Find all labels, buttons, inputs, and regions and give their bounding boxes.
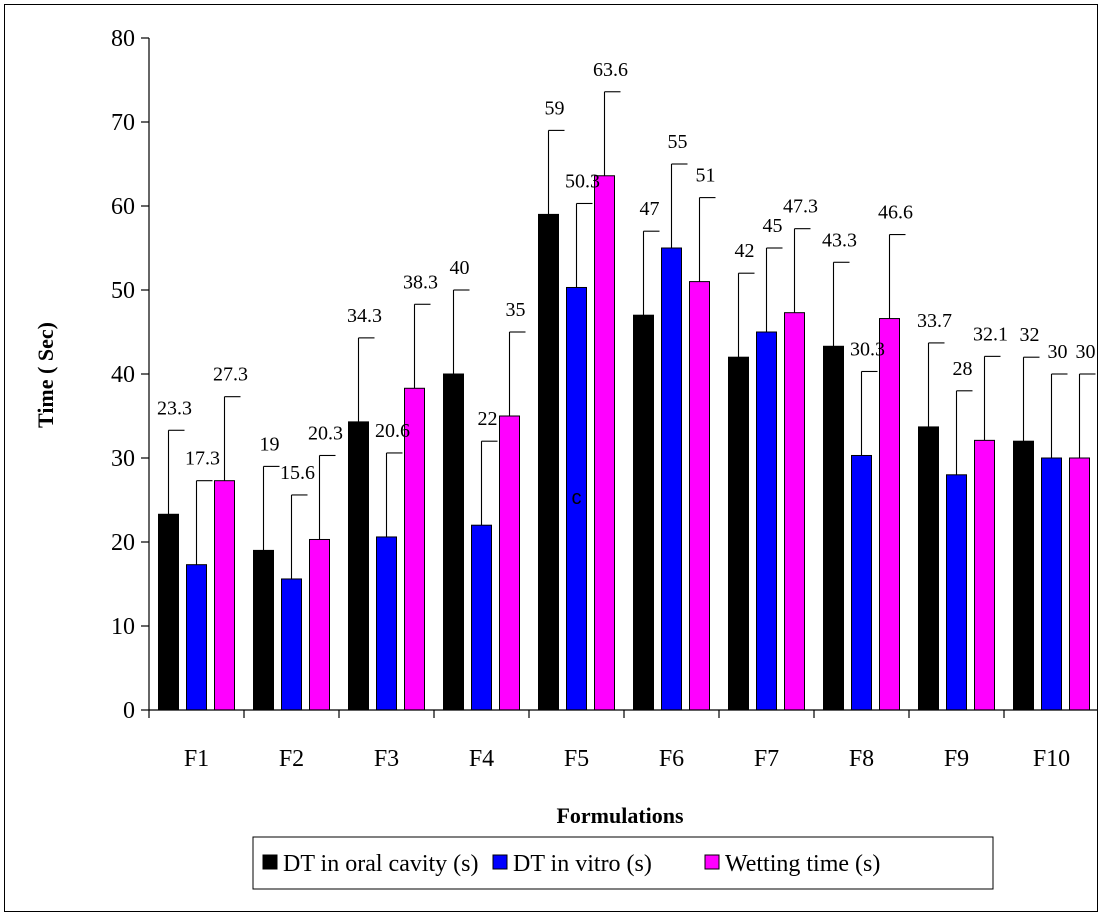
bar-f6-series-3 bbox=[689, 281, 710, 711]
x-tick-label: F1 bbox=[184, 746, 209, 772]
bar-f1-series-1 bbox=[158, 513, 179, 711]
bar-f6-series-2 bbox=[661, 247, 682, 711]
x-tick-label: F8 bbox=[849, 746, 874, 772]
x-tick-label: F3 bbox=[374, 746, 399, 772]
bar-f4-series-2 bbox=[471, 524, 492, 711]
bars bbox=[158, 175, 1090, 711]
bar-f2-series-1 bbox=[253, 549, 274, 711]
bar-f5-series-1 bbox=[538, 213, 559, 711]
data-label: 50.3 bbox=[565, 170, 600, 192]
bar-f4-series-3 bbox=[499, 415, 520, 711]
y-tick-label: 20 bbox=[111, 530, 135, 556]
data-label: 30.3 bbox=[850, 338, 885, 360]
legend-label-3: Wetting time (s) bbox=[725, 851, 880, 877]
data-label: 35 bbox=[506, 299, 526, 321]
x-axis-ticks: F1 F2 F3 F4 F5 F6 F7 F8 F9 F10 bbox=[148, 710, 1070, 772]
x-axis-title: Formulations bbox=[556, 803, 684, 828]
x-tick-label: F4 bbox=[469, 746, 494, 772]
bar-f9-series-2 bbox=[946, 474, 967, 711]
data-label: 32 bbox=[1020, 324, 1040, 346]
data-label: 45 bbox=[763, 215, 783, 237]
error-bars bbox=[167, 91, 1096, 579]
chart-frame: 0 10 20 30 40 50 60 70 80 23.3 17.3 27.3 19 15.6 20.3… bbox=[4, 4, 1098, 912]
y-tick-label: 30 bbox=[111, 446, 135, 472]
legend-box bbox=[252, 836, 994, 890]
data-label: 33.7 bbox=[917, 310, 952, 332]
y-tick-label: 80 bbox=[111, 26, 135, 52]
data-label: 40 bbox=[450, 257, 470, 279]
data-label: 55 bbox=[668, 131, 688, 153]
data-label: 30 bbox=[1076, 341, 1096, 363]
data-label: 59 bbox=[545, 97, 565, 119]
x-tick-label: F9 bbox=[944, 746, 969, 772]
y-tick-label: 10 bbox=[111, 614, 135, 640]
data-label: 43.3 bbox=[822, 229, 857, 251]
bar-f3-series-1 bbox=[348, 421, 369, 711]
y-axis-title: Time ( Sec) bbox=[33, 322, 58, 428]
data-label: 17.3 bbox=[185, 448, 220, 470]
data-label: 19 bbox=[260, 433, 280, 455]
data-label: 20.3 bbox=[308, 422, 343, 444]
data-label: 47.3 bbox=[783, 196, 818, 218]
bar-f10-series-1 bbox=[1013, 440, 1034, 711]
data-label: 51 bbox=[696, 165, 716, 187]
legend-swatch-2 bbox=[492, 854, 508, 870]
data-label: 38.3 bbox=[403, 271, 438, 293]
data-label: 23.3 bbox=[157, 397, 192, 419]
bar-f6-series-1 bbox=[633, 314, 654, 711]
y-tick-label: 50 bbox=[111, 278, 135, 304]
legend: DT in oral cavity (s) DT in vitro (s) Wett… bbox=[252, 836, 994, 890]
bar-f8-series-2 bbox=[851, 454, 872, 711]
data-label: 46.6 bbox=[878, 202, 913, 224]
x-tick-label: F2 bbox=[279, 746, 304, 772]
data-label: 63.6 bbox=[593, 59, 628, 81]
data-label: 30 bbox=[1048, 341, 1068, 363]
bar-f2-series-2 bbox=[281, 578, 302, 711]
bar-f9-series-3 bbox=[974, 439, 995, 711]
data-label: 22 bbox=[478, 408, 498, 430]
legend-swatch-3 bbox=[704, 854, 720, 870]
bar-f2-series-3 bbox=[309, 538, 330, 711]
bar-f10-series-3 bbox=[1069, 457, 1090, 711]
bar-f4-series-1 bbox=[443, 373, 464, 711]
y-tick-label: 40 bbox=[111, 362, 135, 388]
bar-f3-series-2 bbox=[376, 536, 397, 711]
x-tick-label: F10 bbox=[1033, 746, 1070, 772]
data-label: 32.1 bbox=[973, 323, 1008, 345]
bar-f7-series-2 bbox=[756, 331, 777, 711]
y-tick-label: 70 bbox=[111, 110, 135, 136]
y-tick-label: 0 bbox=[123, 698, 135, 724]
y-tick-label: 60 bbox=[111, 194, 135, 220]
data-label: 47 bbox=[640, 198, 660, 220]
bar-f8-series-3 bbox=[879, 318, 900, 711]
bar-f1-series-2 bbox=[186, 564, 207, 711]
bar-f9-series-1 bbox=[918, 426, 939, 711]
bar-f7-series-1 bbox=[728, 356, 749, 711]
x-tick-label: F7 bbox=[754, 746, 779, 772]
bar-f8-series-1 bbox=[823, 345, 844, 711]
chart-annotation: c bbox=[572, 487, 582, 509]
data-label: 28 bbox=[953, 358, 973, 380]
data-label: 20.6 bbox=[375, 420, 410, 442]
y-axis-ticks: 0 10 20 30 40 50 60 70 80 bbox=[111, 26, 149, 724]
data-label: 42 bbox=[735, 240, 755, 262]
data-label: 15.6 bbox=[280, 462, 315, 484]
bar-f5-series-3 bbox=[594, 175, 615, 711]
legend-swatch-1 bbox=[262, 854, 278, 870]
bar-f10-series-2 bbox=[1041, 457, 1062, 711]
data-label: 27.3 bbox=[213, 364, 248, 386]
bar-f1-series-3 bbox=[214, 480, 235, 711]
legend-label-2: DT in vitro (s) bbox=[513, 851, 652, 877]
data-label: 34.3 bbox=[347, 305, 382, 327]
legend-label-1: DT in oral cavity (s) bbox=[283, 851, 479, 877]
bar-f7-series-3 bbox=[784, 312, 805, 711]
x-tick-label: F5 bbox=[564, 746, 589, 772]
x-tick-label: F6 bbox=[659, 746, 684, 772]
